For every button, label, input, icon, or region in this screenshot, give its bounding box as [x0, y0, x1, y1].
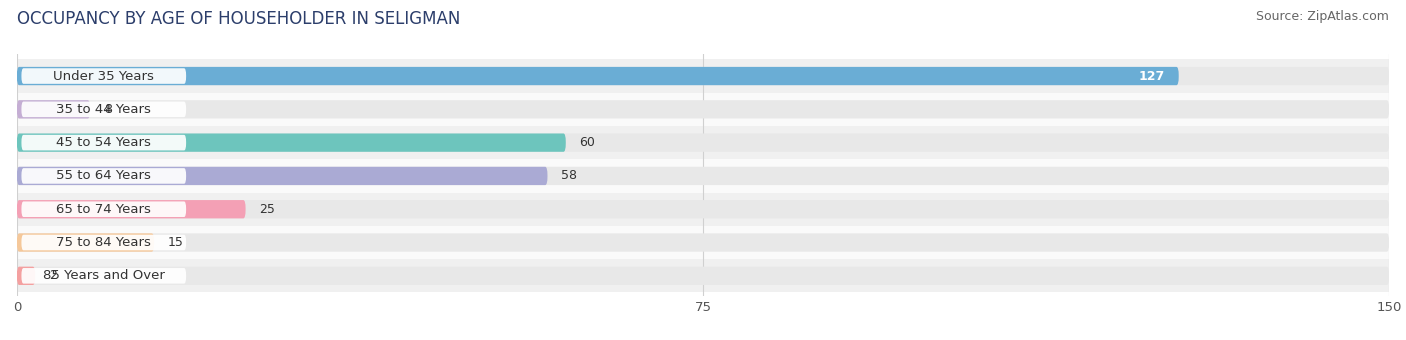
Text: 55 to 64 Years: 55 to 64 Years	[56, 169, 152, 183]
Text: 127: 127	[1139, 70, 1166, 83]
FancyBboxPatch shape	[17, 200, 246, 218]
FancyBboxPatch shape	[21, 102, 186, 117]
FancyBboxPatch shape	[17, 233, 155, 252]
FancyBboxPatch shape	[17, 67, 1389, 85]
Text: Source: ZipAtlas.com: Source: ZipAtlas.com	[1256, 10, 1389, 23]
FancyBboxPatch shape	[17, 192, 1389, 226]
Text: 35 to 44 Years: 35 to 44 Years	[56, 103, 152, 116]
FancyBboxPatch shape	[17, 67, 1178, 85]
FancyBboxPatch shape	[17, 134, 565, 152]
Text: OCCUPANCY BY AGE OF HOUSEHOLDER IN SELIGMAN: OCCUPANCY BY AGE OF HOUSEHOLDER IN SELIG…	[17, 10, 460, 28]
Text: 2: 2	[49, 269, 56, 282]
Text: 45 to 54 Years: 45 to 54 Years	[56, 136, 152, 149]
FancyBboxPatch shape	[17, 267, 1389, 285]
Text: 60: 60	[579, 136, 595, 149]
Text: 75 to 84 Years: 75 to 84 Years	[56, 236, 152, 249]
Text: 15: 15	[167, 236, 184, 249]
FancyBboxPatch shape	[17, 93, 1389, 126]
FancyBboxPatch shape	[21, 268, 186, 284]
FancyBboxPatch shape	[17, 267, 35, 285]
Text: 58: 58	[561, 169, 578, 183]
FancyBboxPatch shape	[17, 233, 1389, 252]
FancyBboxPatch shape	[21, 135, 186, 150]
FancyBboxPatch shape	[17, 167, 547, 185]
FancyBboxPatch shape	[17, 126, 1389, 159]
FancyBboxPatch shape	[17, 259, 1389, 292]
FancyBboxPatch shape	[21, 201, 186, 217]
FancyBboxPatch shape	[17, 100, 1389, 119]
FancyBboxPatch shape	[17, 59, 1389, 93]
Text: 85 Years and Over: 85 Years and Over	[42, 269, 165, 282]
FancyBboxPatch shape	[17, 200, 1389, 218]
FancyBboxPatch shape	[17, 100, 90, 119]
Text: 25: 25	[259, 203, 276, 216]
Text: 65 to 74 Years: 65 to 74 Years	[56, 203, 152, 216]
FancyBboxPatch shape	[17, 167, 1389, 185]
FancyBboxPatch shape	[17, 134, 1389, 152]
FancyBboxPatch shape	[21, 168, 186, 184]
Text: 8: 8	[104, 103, 112, 116]
FancyBboxPatch shape	[17, 226, 1389, 259]
FancyBboxPatch shape	[21, 68, 186, 84]
FancyBboxPatch shape	[21, 235, 186, 250]
Text: Under 35 Years: Under 35 Years	[53, 70, 155, 83]
FancyBboxPatch shape	[17, 159, 1389, 192]
